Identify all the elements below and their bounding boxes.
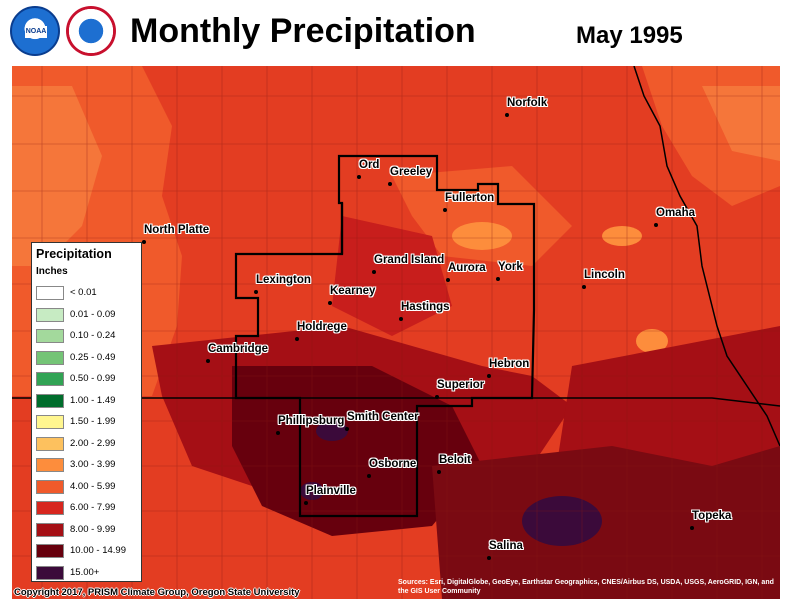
city-dot [345,427,349,431]
legend-swatch [36,329,64,343]
precip-zone-3-4-northeast [702,86,780,161]
city-dot [654,223,658,227]
city-label: Topeka [692,510,732,522]
city-dot [487,374,491,378]
legend: Precipitation Inches < 0.01 0.01 - 0.09 0.… [31,242,142,582]
city-label: Omaha [656,207,695,219]
city-dot [295,337,299,341]
city-label: Norfolk [507,97,548,109]
legend-label: 2.00 - 2.99 [70,437,116,449]
precip-zone-10-15-southeast [432,446,780,599]
legend-label: 4.00 - 5.99 [70,480,116,492]
city-dot [372,270,376,274]
city-label: Lincoln [584,269,625,281]
city-dot [505,113,509,117]
legend-label: 1.50 - 1.99 [70,416,116,427]
city-dot [367,474,371,478]
city-dot [690,526,694,530]
legend-swatch [36,436,64,451]
city-label: Smith Center [347,411,419,423]
city-dot [487,556,491,560]
legend-label: 3.00 - 3.99 [70,459,116,470]
legend-swatch [36,458,64,472]
city-label: Beloit [439,454,471,466]
noaa-logo: NOAA [10,6,60,56]
legend-label: 6.00 - 7.99 [70,502,116,513]
city-dot [446,278,450,282]
legend-swatch [36,286,64,300]
city-label: York [498,261,523,273]
legend-swatch [36,544,64,558]
city-label: Holdrege [297,321,347,333]
precip-zone-6-8-central [332,216,452,336]
page-title: Monthly Precipitation [130,12,476,50]
legend-swatch [36,479,64,494]
precip-zone-3-4-aurora [452,222,512,250]
city-label: Hebron [489,358,530,370]
legend-swatch [36,350,64,365]
sources-text: Sources: Esri, DigitalGlobe, GeoEye, Ear… [398,579,774,595]
city-label: Superior [437,379,485,391]
city-dot [357,175,361,179]
city-label: Cambridge [208,343,269,355]
legend-label: 8.00 - 9.99 [70,523,116,535]
city-dot [304,501,308,505]
city-dot [443,208,447,212]
header: NOAA Monthly Precipitation May 1995 [0,0,792,66]
precip-zone-3-4-lincoln [602,226,642,246]
date-label: May 1995 [576,22,683,49]
legend-swatch [36,307,64,322]
noaa-logo-text: NOAA [25,26,47,38]
city-label: Hastings [401,301,450,313]
city-label: Aurora [448,262,486,274]
city-dot [328,301,332,305]
legend-label: 0.01 - 0.09 [70,308,116,320]
city-dot [276,431,280,435]
legend-title: Precipitation [36,247,112,261]
legend-swatch [36,393,64,408]
city-dot [496,277,500,281]
legend-label: 10.00 - 14.99 [70,545,126,556]
city-label: Phillipsburg [278,415,345,427]
city-dot [254,290,258,294]
city-label: Lexington [256,274,311,286]
legend-swatch [36,501,64,515]
forecast-area-outline [234,154,536,518]
legend-label: 1.00 - 1.49 [70,394,116,406]
legend-label: 0.10 - 0.24 [70,330,116,341]
copyright-text: Copyright 2017, PRISM Climate Group, Ore… [14,587,300,598]
legend-swatch [36,372,64,386]
precip-zone-3-4-southeast [636,329,668,353]
city-label: Salina [489,540,523,552]
legend-swatch [36,522,64,537]
city-label: Greeley [390,166,433,178]
city-dot [142,240,146,244]
city-dot [388,182,392,186]
city-dot [582,285,586,289]
city-label: Osborne [369,458,417,470]
city-dot [399,317,403,321]
legend-units: Inches [36,266,68,277]
nws-logo [66,6,116,56]
legend-label: < 0.01 [70,287,97,298]
legend-label: 0.50 - 0.99 [70,373,116,384]
city-dot [206,359,210,363]
legend-label: 15.00+ [70,566,100,578]
precip-zone-15plus-phillipsburg [316,421,348,441]
city-dot [437,470,441,474]
precip-zone-3-4-west [12,86,102,266]
city-label: Fullerton [445,192,495,204]
city-label: Ord [359,159,380,171]
city-label: Kearney [330,285,376,297]
city-label: Grand Island [374,254,445,266]
state-boundary-river-east [633,66,780,447]
city-label: Plainville [306,485,356,497]
precip-zone-15plus-salina [522,496,602,546]
city-label: North Platte [144,224,210,236]
city-dot [435,395,439,399]
legend-swatch [36,565,64,580]
legend-label: 0.25 - 0.49 [70,351,116,363]
legend-swatch [36,415,64,429]
